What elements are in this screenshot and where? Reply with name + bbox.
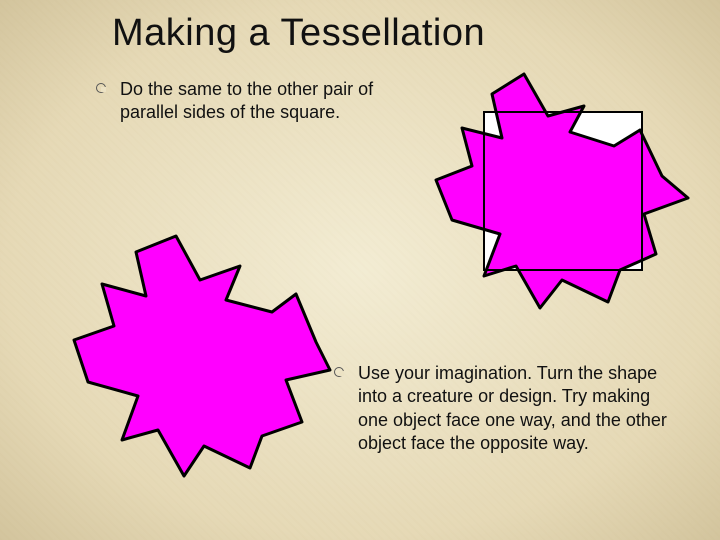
- bullet-text-2: Use your imagination. Turn the shape int…: [358, 362, 684, 456]
- diagram-lower-left: [72, 230, 332, 480]
- bullet-marker-icon: [96, 83, 106, 93]
- bullet-item-1: Do the same to the other pair of paralle…: [96, 78, 426, 125]
- bullet-text-1: Do the same to the other pair of paralle…: [120, 78, 426, 125]
- tessellation-shape-with-square: [432, 70, 692, 320]
- page-title: Making a Tessellation: [112, 12, 485, 55]
- diagram-upper-right: [432, 70, 692, 320]
- bullet-item-2: Use your imagination. Turn the shape int…: [334, 362, 684, 456]
- bullet-marker-icon: [334, 367, 344, 377]
- tessellation-shape: [72, 230, 332, 480]
